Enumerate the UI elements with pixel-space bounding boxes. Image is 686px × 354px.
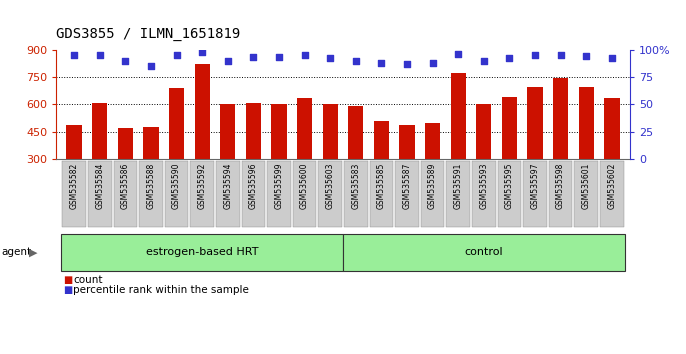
Point xyxy=(376,60,387,65)
Text: GSM535600: GSM535600 xyxy=(300,163,309,209)
Text: GSM535597: GSM535597 xyxy=(530,163,539,209)
Text: agent: agent xyxy=(1,247,32,257)
Bar xyxy=(322,104,338,214)
Text: percentile rank within the sample: percentile rank within the sample xyxy=(73,285,249,295)
Point xyxy=(401,61,412,67)
Text: ■: ■ xyxy=(63,285,72,295)
Bar xyxy=(143,127,158,214)
Text: GSM535598: GSM535598 xyxy=(556,163,565,209)
Text: GSM535582: GSM535582 xyxy=(70,163,79,209)
Bar xyxy=(195,64,210,214)
Bar xyxy=(297,98,312,214)
Bar xyxy=(399,125,414,214)
Text: ■: ■ xyxy=(63,275,72,285)
Bar xyxy=(67,125,82,214)
Point xyxy=(453,51,464,57)
Text: GDS3855 / ILMN_1651819: GDS3855 / ILMN_1651819 xyxy=(56,27,241,41)
Text: estrogen-based HRT: estrogen-based HRT xyxy=(146,247,259,257)
Point xyxy=(69,52,80,58)
Point xyxy=(504,56,515,61)
Bar xyxy=(578,87,594,214)
Point xyxy=(299,52,310,58)
Text: GSM535588: GSM535588 xyxy=(147,163,156,209)
Bar xyxy=(553,78,568,214)
Text: GSM535583: GSM535583 xyxy=(351,163,360,209)
Text: GSM535584: GSM535584 xyxy=(95,163,104,209)
Point xyxy=(171,52,182,58)
Point xyxy=(427,60,438,65)
Bar xyxy=(118,128,133,214)
Point xyxy=(197,49,208,55)
Text: GSM535585: GSM535585 xyxy=(377,163,386,209)
Text: GSM535590: GSM535590 xyxy=(172,163,181,209)
Text: GSM535599: GSM535599 xyxy=(274,163,283,209)
Bar xyxy=(92,103,108,214)
Point xyxy=(222,58,233,63)
Bar xyxy=(528,87,543,214)
Bar xyxy=(348,106,364,214)
Point xyxy=(581,53,592,59)
Text: GSM535593: GSM535593 xyxy=(480,163,488,209)
Text: GSM535596: GSM535596 xyxy=(249,163,258,209)
Bar xyxy=(169,88,185,214)
Text: GSM535589: GSM535589 xyxy=(428,163,437,209)
Point xyxy=(145,63,156,69)
Point xyxy=(555,52,566,58)
Bar xyxy=(425,123,440,214)
Text: control: control xyxy=(464,247,503,257)
Point xyxy=(274,55,285,60)
Bar xyxy=(220,104,235,214)
Text: GSM535587: GSM535587 xyxy=(403,163,412,209)
Text: GSM535601: GSM535601 xyxy=(582,163,591,209)
Text: GSM535586: GSM535586 xyxy=(121,163,130,209)
Point xyxy=(530,52,541,58)
Text: GSM535602: GSM535602 xyxy=(607,163,616,209)
Point xyxy=(120,58,131,63)
Point xyxy=(478,58,489,63)
Bar xyxy=(374,121,389,214)
Bar xyxy=(604,98,619,214)
Bar xyxy=(476,104,491,214)
Point xyxy=(248,55,259,60)
Text: GSM535592: GSM535592 xyxy=(198,163,206,209)
Text: GSM535591: GSM535591 xyxy=(453,163,463,209)
Text: ▶: ▶ xyxy=(29,247,37,257)
Text: count: count xyxy=(73,275,103,285)
Point xyxy=(324,56,335,61)
Text: GSM535595: GSM535595 xyxy=(505,163,514,209)
Point xyxy=(351,58,362,63)
Point xyxy=(606,56,617,61)
Text: GSM535594: GSM535594 xyxy=(223,163,233,209)
Bar xyxy=(272,103,287,214)
Bar xyxy=(246,103,261,214)
Bar xyxy=(451,73,466,214)
Text: GSM535603: GSM535603 xyxy=(326,163,335,209)
Point xyxy=(94,52,105,58)
Bar xyxy=(501,97,517,214)
